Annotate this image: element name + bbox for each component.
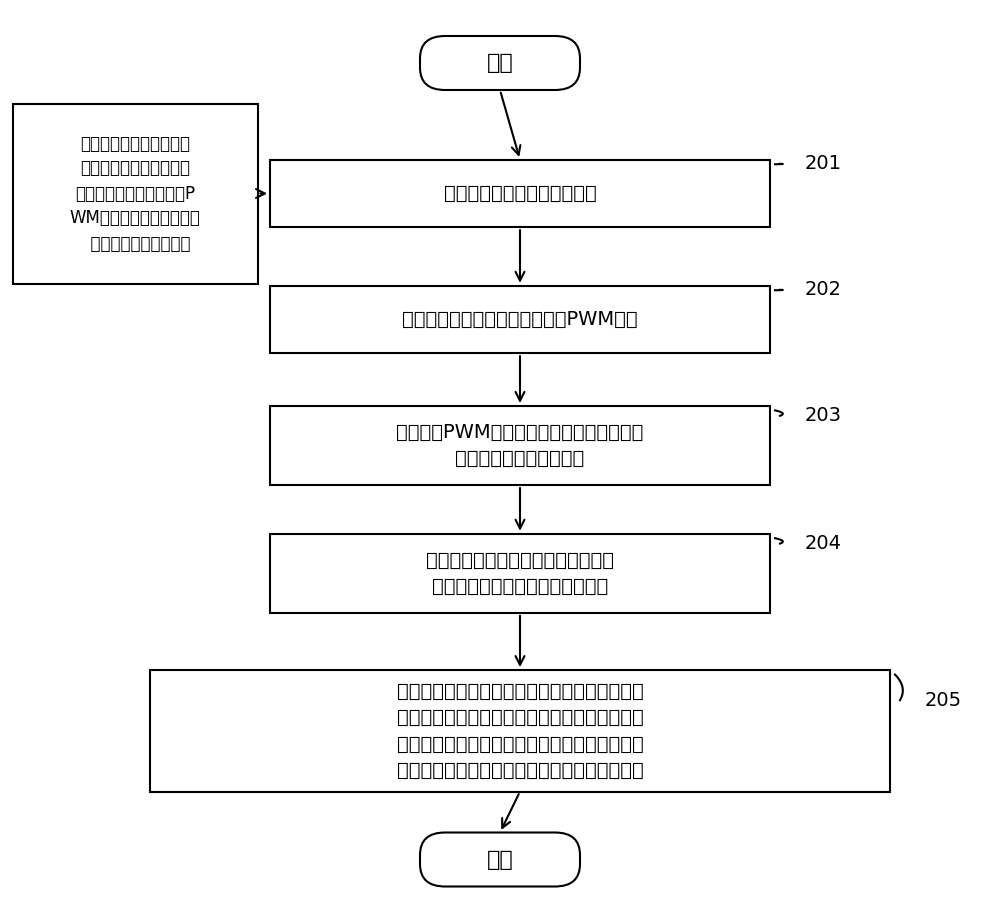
Text: 捕获至少一个来自编码盘的第二PWM信号: 捕获至少一个来自编码盘的第二PWM信号 bbox=[402, 310, 638, 329]
Text: 读取存储的第一绝对位置角度: 读取存储的第一绝对位置角度 bbox=[444, 184, 596, 203]
Text: 203: 203 bbox=[805, 406, 842, 426]
Bar bbox=[270, 286, 770, 353]
Text: 205: 205 bbox=[925, 690, 962, 710]
Bar bbox=[270, 406, 770, 485]
Text: 计算第二绝对位置角度与第一绝对位
置角度之间的差值，得到偏差量，: 计算第二绝对位置角度与第一绝对位 置角度之间的差值，得到偏差量， bbox=[426, 551, 614, 596]
Text: 结束: 结束 bbox=[487, 850, 513, 869]
Bar bbox=[13, 104, 258, 284]
Text: 第一绝对位置角度为：通
过捕获拦挡部件位于设定
位置时来自编码盘的第一P
WM信号所获取的直驱电机
  输出转轴绝对位置角度: 第一绝对位置角度为：通 过捕获拦挡部件位于设定 位置时来自编码盘的第一P WM信… bbox=[70, 134, 200, 253]
Bar bbox=[270, 534, 770, 613]
Text: 202: 202 bbox=[805, 280, 842, 300]
FancyBboxPatch shape bbox=[420, 36, 580, 90]
Text: 204: 204 bbox=[805, 534, 842, 554]
Text: 根据第二PWM信号，获取直驱电机输出转轴
当前第二绝对位置角度，: 根据第二PWM信号，获取直驱电机输出转轴 当前第二绝对位置角度， bbox=[396, 423, 644, 468]
Bar bbox=[270, 160, 770, 227]
Bar bbox=[150, 670, 890, 792]
Text: 根据直驱电机旋转方向与编码盘输出的编码值增
减的对应关系，确定直驱电机的旋转方向，按照
偏差量和所确定的旋转方向控制直驱电机旋转，
使得拦挡部件从当前任意位置被: 根据直驱电机旋转方向与编码盘输出的编码值增 减的对应关系，确定直驱电机的旋转方向… bbox=[397, 681, 643, 780]
Text: 开始: 开始 bbox=[487, 53, 513, 73]
FancyBboxPatch shape bbox=[420, 832, 580, 886]
Text: 201: 201 bbox=[805, 154, 842, 174]
